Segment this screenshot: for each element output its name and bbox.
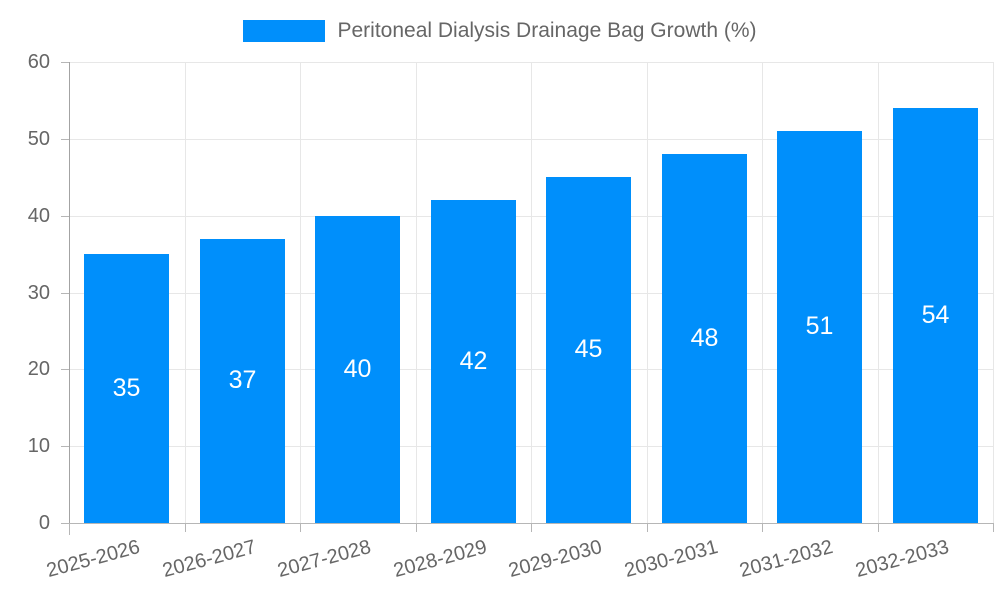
y-axis-tick — [61, 216, 69, 217]
bar-value-label: 35 — [112, 373, 141, 402]
bar[interactable]: 48 — [662, 154, 747, 523]
x-axis-label: 2025-2026 — [44, 536, 143, 583]
y-axis-label: 40 — [27, 205, 50, 227]
x-axis-label: 2032-2033 — [852, 536, 951, 583]
x-gridline — [185, 62, 186, 523]
x-gridline — [300, 62, 301, 523]
x-axis-tick — [416, 523, 417, 532]
y-axis-label: 30 — [27, 282, 50, 304]
x-gridline — [416, 62, 417, 523]
x-axis-tick — [185, 523, 186, 532]
legend-label: Peritoneal Dialysis Drainage Bag Growth … — [337, 19, 757, 42]
x-axis-tick — [878, 523, 879, 532]
x-axis-tick — [300, 523, 301, 532]
x-axis-label: 2031-2032 — [737, 536, 836, 583]
bar[interactable]: 51 — [777, 131, 862, 523]
x-axis-tick — [762, 523, 763, 532]
bar-value-label: 45 — [574, 334, 603, 363]
x-gridline — [531, 62, 532, 523]
x-gridline — [647, 62, 648, 523]
y-axis-label: 20 — [27, 358, 50, 380]
y-axis-label: 10 — [27, 435, 50, 457]
y-axis-label: 60 — [27, 51, 50, 73]
x-axis-label: 2028-2029 — [390, 536, 489, 583]
bar-value-label: 51 — [805, 311, 834, 340]
legend-swatch — [243, 20, 326, 42]
x-axis-label: 2030-2031 — [621, 536, 720, 583]
x-axis-label: 2027-2028 — [275, 536, 374, 583]
x-gridline — [993, 62, 994, 523]
y-axis-label: 0 — [38, 512, 50, 534]
x-axis-label: 2029-2030 — [506, 536, 605, 583]
y-axis-tick — [61, 446, 69, 447]
x-axis-tick — [647, 523, 648, 532]
x-axis-tick — [993, 523, 994, 532]
bar[interactable]: 40 — [315, 216, 400, 523]
y-axis-tick — [61, 62, 69, 63]
bar-value-label: 48 — [690, 323, 719, 352]
y-axis-tick — [61, 369, 69, 370]
y-axis-tick — [61, 523, 69, 524]
bar[interactable]: 54 — [893, 108, 978, 523]
y-axis-tick — [61, 293, 69, 294]
bar-value-label: 42 — [459, 346, 488, 375]
legend[interactable]: Peritoneal Dialysis Drainage Bag Growth … — [0, 20, 1000, 42]
y-axis-label: 50 — [27, 128, 50, 150]
x-axis-tick — [531, 523, 532, 532]
bar-value-label: 54 — [921, 300, 950, 329]
y-axis-line — [69, 62, 70, 523]
x-axis-label: 2026-2027 — [159, 536, 258, 583]
y-axis-tick — [61, 139, 69, 140]
bar[interactable]: 45 — [546, 177, 631, 523]
x-gridline — [762, 62, 763, 523]
bar[interactable]: 37 — [200, 239, 285, 523]
x-axis-tick — [69, 523, 70, 535]
bar[interactable]: 42 — [431, 200, 516, 523]
x-gridline — [878, 62, 879, 523]
bar-value-label: 37 — [228, 365, 257, 394]
x-axis-line — [69, 523, 993, 524]
bar[interactable]: 35 — [84, 254, 169, 523]
bar-value-label: 40 — [343, 354, 372, 383]
